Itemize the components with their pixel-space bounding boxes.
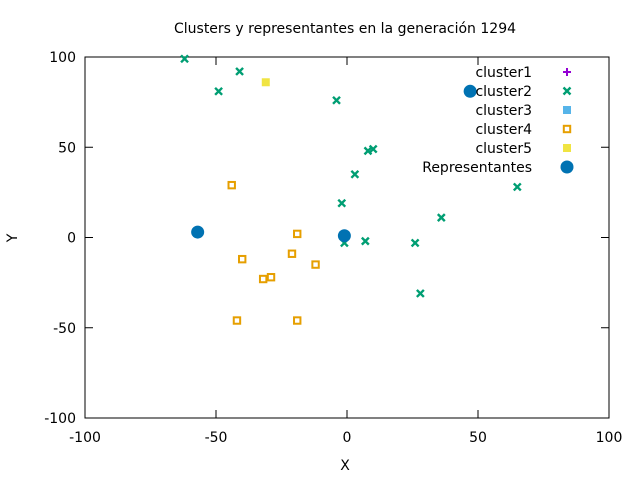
representantes-point — [191, 225, 205, 239]
x-tick-label: -100 — [69, 430, 101, 446]
cluster4-point — [232, 316, 242, 325]
legend-label-cluster4: cluster4 — [475, 122, 532, 138]
cluster2-point — [337, 198, 347, 208]
legend-label-cluster3: cluster3 — [475, 103, 532, 119]
legend-label-representantes: Representantes — [422, 160, 532, 176]
x-axis-label: X — [340, 458, 350, 474]
x-tick-label: 50 — [469, 430, 487, 446]
y-axis-label: Y — [5, 233, 21, 243]
legend-label-cluster5: cluster5 — [475, 141, 532, 157]
legend: cluster1 cluster2 cluster3 cluster4 cluster5… — [422, 65, 574, 176]
representantes-point — [463, 84, 477, 98]
cluster4-point — [287, 249, 297, 258]
cluster4-point — [311, 260, 320, 269]
cluster2-point — [180, 54, 189, 64]
cluster4-point — [238, 254, 247, 264]
legend-marker-representantes — [560, 160, 574, 174]
legend-marker-cluster2 — [562, 86, 572, 96]
y-tick-label: 50 — [58, 140, 76, 156]
cluster2-point — [416, 289, 425, 298]
representantes-point — [337, 229, 351, 243]
cluster2-point — [360, 236, 370, 246]
cluster4-point — [258, 274, 268, 284]
y-tick-label: 100 — [49, 50, 76, 66]
data-points — [180, 54, 522, 325]
chart-title: Clusters y representantes en la generaci… — [174, 21, 516, 37]
y-tick-label: -100 — [44, 411, 76, 427]
x-tick-label: -50 — [205, 430, 228, 446]
axis-ticks: -100 -50 0 50 100 -100 -50 0 50 100 — [44, 50, 622, 446]
legend-marker-cluster1 — [563, 68, 571, 76]
legend-marker-cluster5 — [563, 144, 571, 152]
cluster5-point — [261, 78, 270, 87]
cluster4-point — [266, 273, 276, 282]
cluster2-point — [235, 67, 244, 76]
legend-label-cluster1: cluster1 — [475, 65, 532, 81]
cluster2-point — [363, 146, 373, 156]
x-tick-label: 0 — [343, 430, 352, 446]
cluster2-point — [512, 182, 522, 192]
cluster2-point — [368, 144, 378, 154]
cluster4-point — [293, 316, 302, 325]
y-tick-label: -50 — [53, 321, 76, 337]
cluster4-point — [227, 180, 236, 190]
legend-marker-cluster3 — [563, 106, 571, 114]
cluster2-point — [350, 169, 360, 179]
cluster2-point — [332, 95, 341, 105]
legend-marker-cluster4 — [562, 124, 572, 134]
cluster4-point — [293, 229, 302, 239]
cluster2-point — [436, 213, 446, 222]
legend-label-cluster2: cluster2 — [475, 84, 532, 100]
cluster2-point — [410, 238, 420, 248]
y-tick-label: 0 — [67, 231, 76, 247]
x-tick-label: 100 — [596, 430, 623, 446]
cluster2-point — [214, 86, 223, 96]
